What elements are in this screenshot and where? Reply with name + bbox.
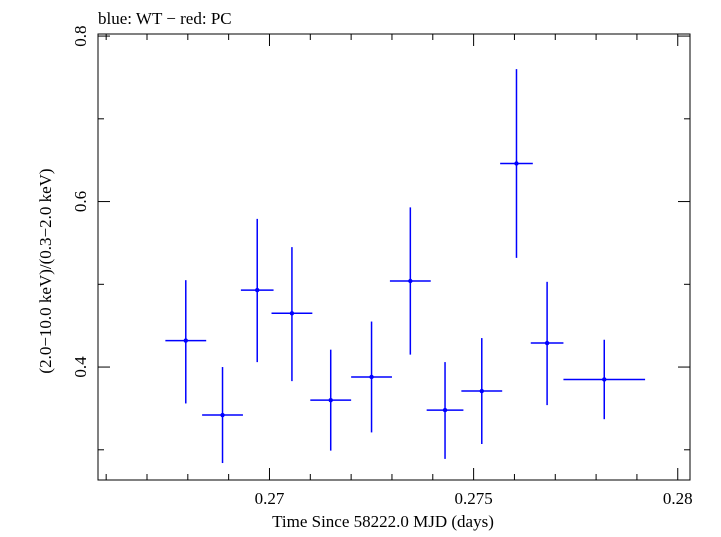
- y-tick-label: 0.4: [71, 356, 90, 378]
- data-point-marker: [544, 340, 550, 346]
- series-wt: [165, 69, 646, 464]
- data-point: [240, 218, 274, 363]
- data-point-marker: [369, 374, 374, 380]
- x-tick-label: 0.28: [663, 489, 693, 508]
- data-point: [500, 69, 533, 258]
- data-point: [530, 281, 564, 406]
- plot-frame: [97, 33, 691, 481]
- y-axis-tick-labels: 0.4 0.6 0.8: [71, 25, 90, 377]
- data-point: [426, 362, 464, 459]
- data-point: [271, 247, 313, 382]
- x-axis-ticks: [105, 34, 679, 480]
- data-point-marker: [183, 338, 188, 343]
- data-point: [389, 207, 431, 355]
- data-point-marker: [479, 388, 484, 394]
- data-point: [351, 321, 392, 433]
- series-layer: [165, 69, 646, 464]
- x-axis-tick-labels: 0.27 0.275 0.28: [255, 489, 693, 508]
- y-axis-label: (2.0−10.0 keV)/(0.3−2.0 keV): [36, 168, 55, 373]
- data-point-marker: [442, 407, 448, 413]
- x-tick-label: 0.27: [255, 489, 285, 508]
- x-axis-label: Time Since 58222.0 MJD (days): [272, 512, 494, 531]
- data-point: [563, 339, 646, 420]
- y-tick-label: 0.8: [71, 25, 90, 46]
- data-point-marker: [220, 412, 225, 418]
- data-point-marker: [328, 397, 333, 403]
- chart-title: blue: WT − red: PC: [98, 9, 232, 28]
- data-point: [165, 280, 207, 404]
- data-point: [461, 338, 503, 445]
- data-point-marker: [602, 377, 607, 382]
- data-point-marker: [255, 287, 260, 293]
- y-axis-ticks: [98, 35, 690, 451]
- x-tick-label: 0.275: [454, 489, 492, 508]
- data-point-marker: [408, 278, 413, 284]
- data-point: [202, 367, 243, 464]
- data-point-marker: [289, 311, 295, 316]
- y-tick-label: 0.6: [71, 191, 90, 212]
- data-point-marker: [514, 161, 519, 166]
- data-point: [310, 349, 352, 451]
